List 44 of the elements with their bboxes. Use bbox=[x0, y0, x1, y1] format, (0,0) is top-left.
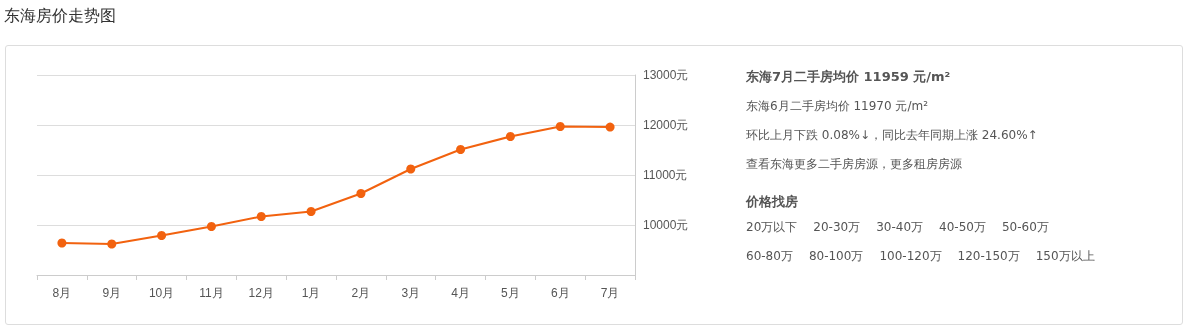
text: 80-100万 bbox=[808, 248, 864, 265]
x-tick-label: 5月 bbox=[501, 286, 520, 300]
x-tick-label: 10月 bbox=[148, 286, 175, 300]
text: 东海6月二手房均价 11970 元/m² bbox=[746, 98, 929, 115]
text: 20-30万 bbox=[813, 219, 861, 236]
x-tick-label: 1月 bbox=[301, 286, 321, 300]
x-tick-label: 11月 bbox=[199, 286, 224, 300]
text: 60-80万 bbox=[746, 248, 793, 265]
point bbox=[356, 189, 366, 198]
point bbox=[157, 231, 167, 240]
point bbox=[456, 145, 466, 154]
x-tick-label: 4月 bbox=[451, 286, 470, 300]
point bbox=[206, 222, 216, 231]
text: 150万以上 bbox=[1035, 248, 1095, 265]
point bbox=[605, 122, 615, 132]
text: 30-40万 bbox=[876, 219, 924, 236]
text: 120-150万 bbox=[957, 248, 1020, 265]
text: 100-120万 bbox=[879, 248, 942, 265]
chart-title: 东海房价走势图 bbox=[4, 6, 116, 27]
x-tick-label: 6月 bbox=[550, 286, 570, 300]
point bbox=[57, 238, 67, 248]
x-tick-label: 3月 bbox=[401, 286, 421, 300]
x-tick-label: 2月 bbox=[351, 286, 371, 300]
point bbox=[256, 212, 266, 221]
text: 价格找房 bbox=[746, 193, 799, 211]
point bbox=[107, 239, 117, 249]
x-tick-label: 7月 bbox=[600, 286, 620, 300]
y-tick-label: 12000元 bbox=[643, 118, 689, 132]
point bbox=[306, 207, 316, 216]
text: 查看东海更多二手房房源，更多租房房源 bbox=[746, 156, 963, 173]
x-tick-label: 12月 bbox=[248, 286, 274, 300]
point bbox=[406, 164, 416, 174]
point bbox=[505, 132, 515, 141]
point bbox=[555, 122, 565, 131]
text: 50-60万 bbox=[1001, 219, 1049, 236]
text: 环比上月下跌 0.08%↓，同比去年同期上涨 24.60%↑ bbox=[746, 127, 1039, 144]
text: 东海7月二手房均价 11959 元/m² bbox=[746, 68, 952, 86]
text: 40-50万 bbox=[939, 219, 986, 236]
text: 20万以下 bbox=[746, 219, 798, 236]
y-tick-label: 11000元 bbox=[643, 168, 688, 182]
y-tick-label: 13000元 bbox=[643, 68, 689, 82]
x-tick-label: 9月 bbox=[102, 286, 122, 300]
y-tick-label: 10000元 bbox=[643, 218, 689, 232]
x-tick-label: 8月 bbox=[52, 286, 72, 300]
